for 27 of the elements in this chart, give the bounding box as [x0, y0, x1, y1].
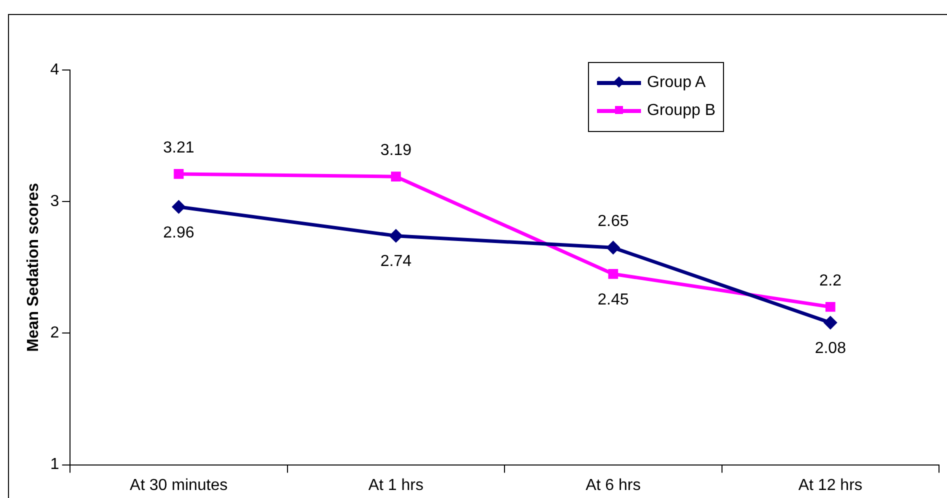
data-label: 3.19	[380, 142, 412, 159]
point	[824, 316, 837, 329]
point	[391, 172, 401, 182]
data-label: 2.2	[819, 272, 842, 290]
legend-label: Groupp B	[647, 102, 716, 120]
x-tick-label: At 6 hrs	[586, 476, 641, 494]
y-tick-label: 1	[50, 456, 60, 474]
y-tick-label: 2	[50, 324, 60, 342]
point	[606, 241, 620, 254]
x-tick-label: At 30 minutes	[130, 476, 228, 494]
point	[390, 230, 402, 242]
x-tick-label: At 12 hrs	[798, 476, 862, 494]
y-tick-label: 3	[50, 193, 60, 210]
point	[174, 169, 184, 179]
y-tick-label: 4	[50, 61, 60, 78]
y-axis-title: Mean Sedation scores	[25, 182, 42, 352]
data-label: 2.74	[380, 253, 412, 270]
data-label: 3.21	[163, 139, 194, 156]
data-label: 2.96	[163, 224, 194, 242]
data-label: 2.45	[598, 291, 629, 308]
x-tick-label: At 1 hrs	[368, 476, 424, 494]
point	[825, 302, 836, 312]
legend-label: Group A	[647, 74, 706, 92]
point	[608, 269, 618, 279]
data-label: 2.65	[598, 213, 629, 230]
point	[172, 200, 185, 214]
data-label: 2.08	[814, 340, 846, 358]
